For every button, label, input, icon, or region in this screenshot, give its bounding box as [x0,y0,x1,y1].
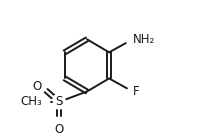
Text: NH₂: NH₂ [133,33,155,46]
Text: F: F [133,85,139,98]
Text: O: O [54,123,63,136]
Text: S: S [55,95,63,108]
Text: O: O [32,80,41,93]
Text: CH₃: CH₃ [21,95,43,108]
